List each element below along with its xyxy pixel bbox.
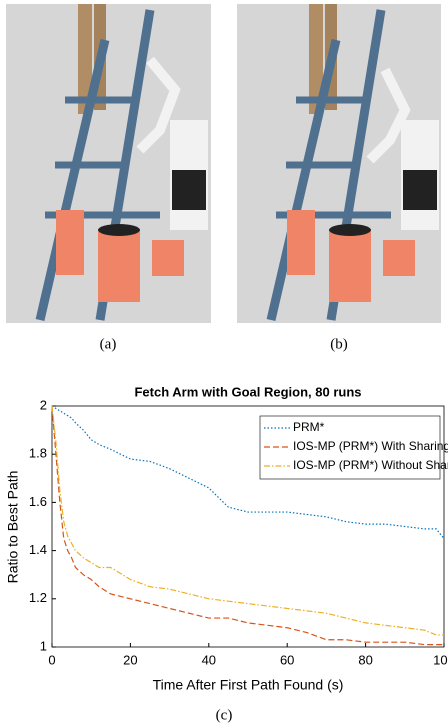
- x-tick-label: 40: [202, 652, 216, 667]
- y-tick-label: 1.2: [29, 590, 47, 605]
- x-axis-label: Time After First Path Found (s): [153, 677, 344, 693]
- y-tick-label: 1.4: [29, 542, 47, 557]
- caption: (c): [216, 707, 233, 723]
- caption: (b): [330, 336, 348, 352]
- y-tick-label: 1.6: [29, 494, 47, 509]
- legend-label: PRM*: [293, 420, 325, 434]
- x-tick-label: 0: [48, 652, 55, 667]
- chart-title: Fetch Arm with Goal Region, 80 runs: [134, 384, 361, 399]
- x-tick-label: 80: [358, 652, 372, 667]
- y-axis-label: Ratio to Best Path: [5, 471, 21, 584]
- y-tick-label: 1: [40, 638, 47, 653]
- image-b: [237, 4, 441, 323]
- legend-label: IOS-MP (PRM*) Without Sharing: [293, 458, 448, 472]
- x-tick-label: 100: [433, 652, 448, 667]
- caption: (a): [100, 336, 117, 352]
- figure: (a) (b) (c) Fetch Arm with Goal Region, …: [0, 0, 448, 728]
- x-tick-label: 60: [280, 652, 294, 667]
- image-a: [6, 4, 211, 323]
- x-tick-label: 20: [123, 652, 137, 667]
- y-tick-label: 1.8: [29, 446, 47, 461]
- legend-label: IOS-MP (PRM*) With Sharing: [293, 439, 448, 453]
- y-tick-label: 2: [40, 397, 47, 412]
